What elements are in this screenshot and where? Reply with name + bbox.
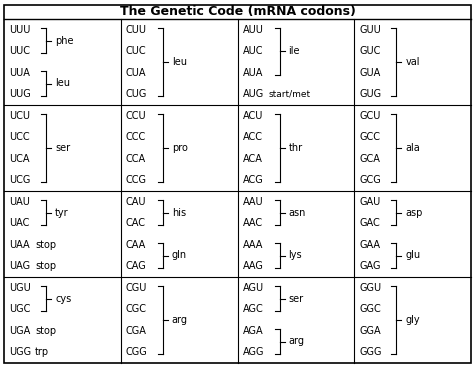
Text: CUA: CUA — [126, 68, 146, 78]
Text: CGA: CGA — [126, 326, 147, 336]
Text: AAG: AAG — [243, 261, 263, 271]
Text: CUG: CUG — [126, 89, 147, 99]
Text: CCU: CCU — [126, 111, 146, 121]
Text: UGC: UGC — [9, 304, 30, 314]
Text: UUA: UUA — [9, 68, 30, 78]
Text: leu: leu — [172, 57, 187, 67]
Text: GCA: GCA — [359, 154, 380, 164]
Text: UGG: UGG — [9, 347, 31, 357]
Text: GUC: GUC — [359, 46, 380, 56]
Text: GGC: GGC — [359, 304, 381, 314]
Text: ACC: ACC — [243, 132, 263, 142]
Text: trp: trp — [35, 347, 49, 357]
Text: AGG: AGG — [243, 347, 264, 357]
Text: CAA: CAA — [126, 240, 146, 250]
Text: GAC: GAC — [359, 218, 380, 228]
Text: UGU: UGU — [9, 283, 31, 293]
Text: GAU: GAU — [359, 197, 380, 207]
Text: asp: asp — [405, 207, 423, 218]
Text: stop: stop — [35, 240, 56, 250]
Text: UAC: UAC — [9, 218, 29, 228]
Text: UUU: UUU — [9, 25, 30, 35]
Text: AUU: AUU — [243, 25, 263, 35]
Text: GGG: GGG — [359, 347, 382, 357]
Text: AGU: AGU — [243, 283, 264, 293]
Text: glu: glu — [405, 251, 420, 261]
Text: UGA: UGA — [9, 326, 30, 336]
Text: gly: gly — [405, 315, 420, 325]
Text: UUG: UUG — [9, 89, 31, 99]
Text: start/met: start/met — [268, 90, 311, 99]
Text: GUA: GUA — [359, 68, 380, 78]
Text: CUU: CUU — [126, 25, 147, 35]
Text: cys: cys — [55, 294, 71, 304]
Text: CGC: CGC — [126, 304, 147, 314]
Text: ACA: ACA — [243, 154, 262, 164]
Text: CCA: CCA — [126, 154, 146, 164]
Text: AUC: AUC — [243, 46, 263, 56]
Text: ile: ile — [288, 46, 300, 56]
Text: stop: stop — [35, 326, 56, 336]
Text: his: his — [172, 207, 186, 218]
Text: GCC: GCC — [359, 132, 380, 142]
Text: AGA: AGA — [243, 326, 263, 336]
Text: AAU: AAU — [243, 197, 263, 207]
Text: ACG: ACG — [243, 175, 263, 185]
Text: CAU: CAU — [126, 197, 146, 207]
Text: leu: leu — [55, 79, 70, 88]
Text: gln: gln — [172, 251, 187, 261]
Text: UUC: UUC — [9, 46, 30, 56]
Text: phe: phe — [55, 36, 74, 46]
Text: AUA: AUA — [243, 68, 263, 78]
Text: ACU: ACU — [243, 111, 263, 121]
Text: GCU: GCU — [359, 111, 380, 121]
Text: pro: pro — [172, 143, 188, 153]
Text: UCG: UCG — [9, 175, 30, 185]
Text: asn: asn — [288, 207, 306, 218]
Text: val: val — [405, 57, 420, 67]
Text: GAA: GAA — [359, 240, 380, 250]
Text: GCG: GCG — [359, 175, 381, 185]
Text: AAA: AAA — [243, 240, 263, 250]
Text: UAG: UAG — [9, 261, 30, 271]
Text: UCA: UCA — [9, 154, 29, 164]
Text: GGA: GGA — [359, 326, 381, 336]
Text: CCG: CCG — [126, 175, 147, 185]
Text: GGU: GGU — [359, 283, 381, 293]
Text: stop: stop — [35, 261, 56, 271]
Text: UAU: UAU — [9, 197, 30, 207]
Text: tyr: tyr — [55, 207, 68, 218]
Text: AGC: AGC — [243, 304, 263, 314]
Text: UCU: UCU — [9, 111, 30, 121]
Text: AAC: AAC — [243, 218, 263, 228]
Text: CAG: CAG — [126, 261, 146, 271]
Text: GAG: GAG — [359, 261, 381, 271]
Text: CGU: CGU — [126, 283, 147, 293]
Text: GUU: GUU — [359, 25, 381, 35]
Text: GUG: GUG — [359, 89, 381, 99]
Text: lys: lys — [288, 251, 302, 261]
Text: ser: ser — [55, 143, 70, 153]
Text: CAC: CAC — [126, 218, 146, 228]
Text: CGG: CGG — [126, 347, 148, 357]
Text: CCC: CCC — [126, 132, 146, 142]
Text: thr: thr — [288, 143, 303, 153]
Text: UAA: UAA — [9, 240, 29, 250]
Text: CUC: CUC — [126, 46, 146, 56]
Text: AUG: AUG — [243, 89, 264, 99]
Text: UCC: UCC — [9, 132, 29, 142]
Text: The Genetic Code (mRNA codons): The Genetic Code (mRNA codons) — [120, 6, 355, 18]
Text: arg: arg — [288, 337, 304, 346]
Text: arg: arg — [172, 315, 188, 325]
Text: ser: ser — [288, 294, 304, 304]
Text: ala: ala — [405, 143, 420, 153]
